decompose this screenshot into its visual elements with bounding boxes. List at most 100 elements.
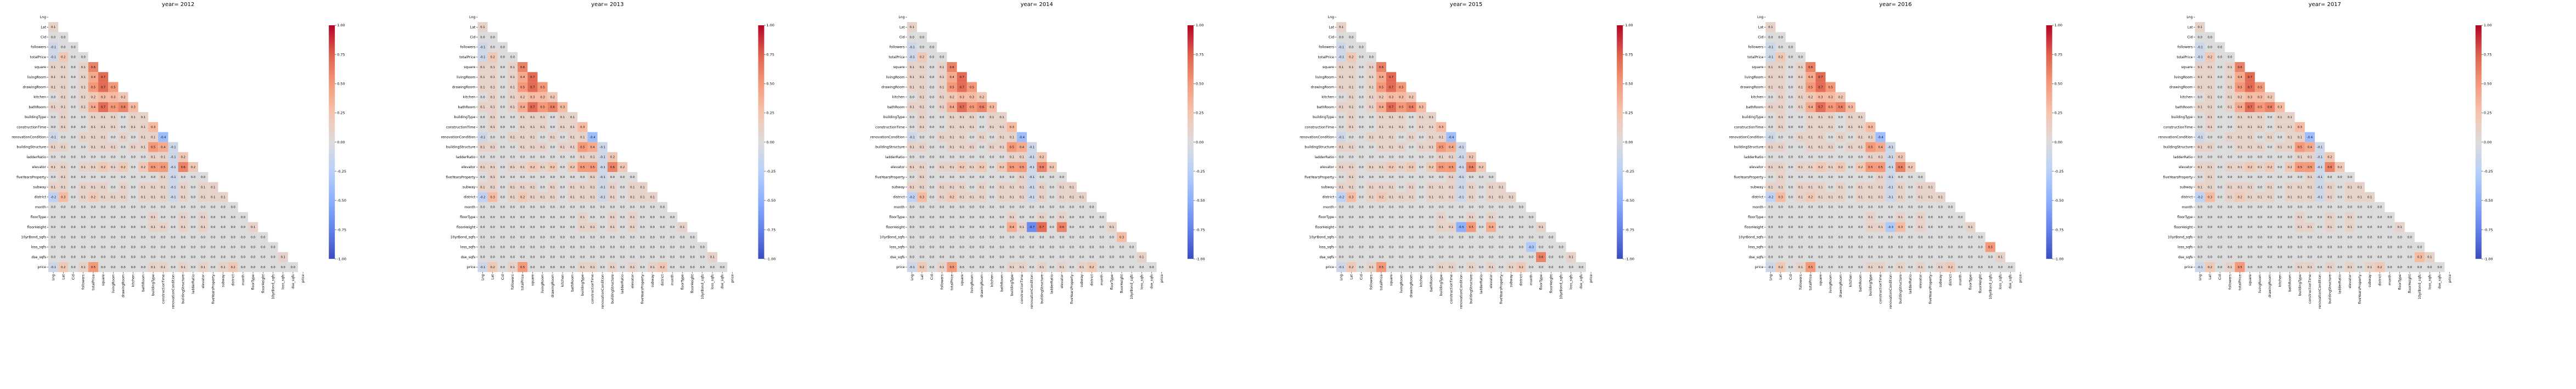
heatmap-cell xyxy=(916,72,927,82)
cell-value-label: 0.0 xyxy=(101,206,105,209)
cell-value-label: 0.1 xyxy=(2308,266,2312,269)
cell-value-label: 0.0 xyxy=(1379,216,1383,219)
heatmap-cell xyxy=(118,242,128,252)
cell-value-label: 0.0 xyxy=(1798,246,1803,249)
cell-value-label: 0.0 xyxy=(1808,156,1813,159)
cell-value-label: 0.1 xyxy=(1848,126,1853,129)
heatmap-cell xyxy=(98,102,109,112)
cell-value-label: 0.2 xyxy=(2237,196,2242,199)
cell-value-label: 0.0 xyxy=(940,176,944,179)
heatmap-cell xyxy=(1456,152,1466,162)
heatmap-cell xyxy=(1765,132,1776,142)
cell-value-label: 0.0 xyxy=(61,156,65,159)
cell-value-label: 0.1 xyxy=(81,166,86,169)
y-tick-label-district: district xyxy=(1752,196,1764,199)
heatmap-cell xyxy=(547,222,558,232)
cell-value-label: 0.1 xyxy=(1010,186,1014,189)
heatmap-cell xyxy=(687,242,698,252)
cell-value-label: 0.1 xyxy=(1399,196,1403,199)
cell-value-label: 0.0 xyxy=(949,216,954,219)
heatmap-cell xyxy=(1536,222,1546,232)
heatmap-cell xyxy=(2204,42,2215,52)
heatmap-cell xyxy=(1915,212,1926,223)
cell-value-label: 0.0 xyxy=(1829,206,1833,209)
cell-value-label: 0.1 xyxy=(2248,116,2252,119)
cell-value-label: 0.1 xyxy=(1039,186,1044,189)
heatmap-cell xyxy=(1765,162,1776,173)
cell-value-label: -0.1 xyxy=(1458,196,1464,199)
heatmap-cell xyxy=(98,142,109,152)
heatmap-cell xyxy=(617,242,628,252)
cell-value-label: 0.0 xyxy=(1808,216,1813,219)
heatmap-cell xyxy=(108,212,119,223)
heatmap-cell xyxy=(78,152,88,162)
cell-value-label: 0.0 xyxy=(191,266,195,269)
cell-value-label: 0.1 xyxy=(960,126,964,129)
heatmap-cell xyxy=(1965,262,1976,273)
heatmap-cell xyxy=(1406,232,1416,242)
heatmap-cell xyxy=(2235,102,2245,112)
cell-value-label: 0.1 xyxy=(111,126,115,129)
heatmap-cell xyxy=(937,192,947,202)
cell-value-label: 0.0 xyxy=(1479,226,1483,229)
cell-value-label: 0.0 xyxy=(1479,246,1483,249)
heatmap-cell xyxy=(2325,262,2335,273)
heatmap-cell xyxy=(1446,142,1456,152)
cell-value-label: 0.0 xyxy=(1369,246,1374,249)
cell-value-label: 0.0 xyxy=(1938,216,1943,219)
cell-value-label: 0.0 xyxy=(2277,226,2282,229)
heatmap-cell xyxy=(907,32,917,42)
heatmap-cell xyxy=(1806,252,1816,262)
heatmap-cell xyxy=(2195,212,2205,223)
cell-value-label: 0.1 xyxy=(2258,146,2262,149)
heatmap-cell xyxy=(1935,212,1945,223)
cell-value-label: 0.1 xyxy=(480,86,485,89)
heatmap-cell xyxy=(1396,242,1407,252)
cell-value-label: 0.0 xyxy=(1768,96,1773,99)
cell-value-label: 0.4 xyxy=(1489,226,1494,229)
cell-value-label: 0.0 xyxy=(1858,206,1863,209)
heatmap-cell xyxy=(1376,252,1386,262)
heatmap-cell xyxy=(1785,162,1796,173)
cell-value-label: 0.1 xyxy=(920,86,924,89)
heatmap-cell xyxy=(1835,92,1846,102)
heatmap-cell xyxy=(1386,72,1397,82)
cell-value-label: 0.0 xyxy=(251,266,255,269)
x-tick-label-cid: Cid xyxy=(1360,274,1364,280)
cell-value-label: 0.0 xyxy=(1409,256,1413,259)
cell-value-label: 0.0 xyxy=(620,206,625,209)
heatmap-cell xyxy=(1426,262,1436,273)
cell-value-label: 0.7 xyxy=(101,76,105,79)
cell-value-label: 0.0 xyxy=(960,226,964,229)
heatmap-cell xyxy=(78,102,88,112)
cell-value-label: 0.1 xyxy=(910,186,914,189)
cell-value-label: 0.1 xyxy=(1779,66,1783,69)
heatmap-cell xyxy=(587,242,598,252)
heatmap-cell xyxy=(477,142,488,152)
cell-value-label: 0.1 xyxy=(2208,176,2212,179)
cell-value-label: 0.2 xyxy=(1479,166,1483,169)
cell-value-label: 0.0 xyxy=(251,246,255,249)
cell-value-label: 0.1 xyxy=(940,66,944,69)
heatmap-cell xyxy=(587,262,598,273)
cell-value-label: 0.0 xyxy=(171,246,175,249)
x-tick-label-floorheight: floorHeight xyxy=(261,274,265,293)
heatmap-cell xyxy=(1506,262,1516,273)
cell-value-label: 0.1 xyxy=(520,116,525,119)
cell-value-label: 0.5 xyxy=(2258,106,2262,109)
cell-value-label: 0.1 xyxy=(2248,186,2252,189)
heatmap-cell xyxy=(977,232,987,242)
x-tick-label-constructiontime: constructionTime xyxy=(1879,274,1883,304)
heatmap-cell xyxy=(1865,232,1876,242)
cell-value-label: 0.1 xyxy=(1389,126,1393,129)
heatmap-cell xyxy=(1526,252,1536,262)
heatmap-cell xyxy=(1825,132,1836,142)
cell-value-label: 0.0 xyxy=(1908,176,1913,179)
cell-value-label: 0.0 xyxy=(1479,186,1483,189)
cell-value-label: 0.1 xyxy=(131,116,136,119)
cell-value-label: 0.0 xyxy=(1948,216,1953,219)
cell-value-label: 0.1 xyxy=(2268,196,2272,199)
heatmap-cell xyxy=(1386,142,1397,152)
heatmap-cell xyxy=(966,92,977,102)
heatmap-cell xyxy=(78,92,88,102)
